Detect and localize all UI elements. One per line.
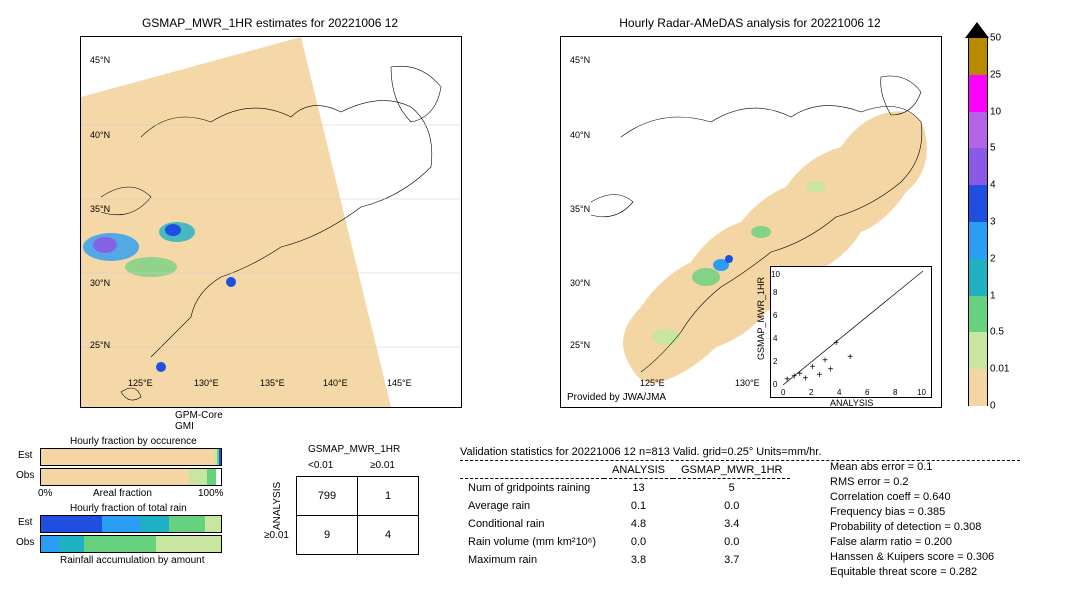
lmap-lon-125: 125°E: [128, 378, 153, 388]
svg-text:+: +: [784, 375, 790, 386]
cb-tick-50: 50: [990, 33, 1001, 44]
rain-est-bar: [40, 515, 222, 533]
ct-00: 799: [297, 477, 358, 516]
lmap-lon-145: 145°E: [387, 378, 412, 388]
lmap-lon-130: 130°E: [194, 378, 219, 388]
cb-tick-0: 0: [990, 401, 996, 412]
cb-tick-5: 5: [990, 143, 996, 154]
colorbar-arrow: [965, 22, 989, 38]
svg-text:0: 0: [781, 388, 786, 397]
svg-text:+: +: [833, 338, 839, 349]
svg-text:2: 2: [809, 388, 814, 397]
occ-obs-bar: [40, 468, 222, 486]
svg-text:+: +: [828, 364, 834, 375]
vcol2: GSMAP_MWR_1HR: [673, 462, 790, 479]
metrics-list: Mean abs error = 0.1 RMS error = 0.2 Corre…: [830, 458, 994, 581]
vrow-label: Rain volume (mm km²10⁶): [460, 533, 604, 551]
rain-obs-bar: [40, 535, 222, 553]
lmap-lat-45: 45°N: [90, 55, 110, 65]
left-map-panel: [80, 36, 462, 408]
ct-01: 1: [358, 477, 419, 516]
svg-text:0: 0: [773, 380, 778, 389]
lmap-lat-35: 35°N: [90, 204, 110, 214]
svg-text:6: 6: [773, 311, 778, 320]
svg-text:4: 4: [773, 334, 778, 343]
scatter-ylabel: GSMAP_MWR_1HR: [756, 277, 766, 360]
rmap-lat-35: 35°N: [570, 204, 590, 214]
colorbar: 502510543210.50.010: [968, 38, 986, 406]
rmap-lon-130: 130°E: [735, 378, 760, 388]
scatter-plot: ++++++++++ 0246810 0246810: [770, 266, 932, 398]
bar-est2: Est: [18, 517, 32, 528]
left-map-title: GSMAP_MWR_1HR estimates for 20221006 12: [120, 16, 420, 30]
provider-label: Provided by JWA/JMA: [567, 392, 666, 403]
validation-table: ANALYSISGSMAP_MWR_1HR Num of gridpoints …: [460, 462, 790, 569]
ct-11: 4: [358, 516, 419, 555]
ct-title: GSMAP_MWR_1HR: [308, 444, 400, 455]
left-map-footer: GPM-CoreGMI: [175, 410, 223, 432]
metric-line: Frequency bias = 0.385: [830, 506, 994, 518]
bar-ax-100: 100%: [198, 488, 224, 499]
scatter-xlabel: ANALYSIS: [830, 398, 873, 408]
svg-text:+: +: [809, 362, 815, 373]
metric-line: Equitable threat score = 0.282: [830, 566, 994, 578]
ct-c1: <0.01: [308, 460, 333, 471]
bar-ax-0: 0%: [38, 488, 52, 499]
ct-c2: ≥0.01: [370, 460, 395, 471]
cb-tick-10: 10: [990, 106, 1001, 117]
occ-est-bar: [40, 448, 222, 466]
metric-line: Probability of detection = 0.308: [830, 521, 994, 533]
svg-text:8: 8: [773, 288, 778, 297]
contingency-table: 7991 94: [296, 476, 419, 555]
svg-text:4: 4: [837, 388, 842, 397]
svg-text:+: +: [816, 370, 822, 381]
cb-tick-2: 2: [990, 253, 996, 264]
lmap-lat-25: 25°N: [90, 340, 110, 350]
cb-tick-0.5: 0.5: [990, 327, 1004, 338]
lmap-lon-135: 135°E: [260, 378, 285, 388]
svg-text:2: 2: [773, 357, 778, 366]
rain-title: Hourly fraction of total rain: [70, 503, 187, 514]
lmap-lon-140: 140°E: [323, 378, 348, 388]
svg-text:8: 8: [893, 388, 898, 397]
left-map-svg: [81, 37, 461, 407]
bar-est1: Est: [18, 450, 32, 461]
bar-obs2: Obs: [16, 537, 34, 548]
cb-tick-25: 25: [990, 69, 1001, 80]
bar-ax-mid: Areal fraction: [93, 488, 152, 499]
svg-text:+: +: [802, 374, 808, 385]
occ-title: Hourly fraction by occurence: [70, 436, 197, 447]
svg-text:10: 10: [917, 388, 926, 397]
svg-text:+: +: [847, 352, 853, 363]
ct-rowthresh: ≥0.01: [264, 530, 289, 541]
cb-tick-4: 4: [990, 180, 996, 191]
svg-text:6: 6: [865, 388, 870, 397]
metric-line: Mean abs error = 0.1: [830, 461, 994, 473]
accum-title: Rainfall accumulation by amount: [60, 555, 205, 566]
metric-line: Hanssen & Kuipers score = 0.306: [830, 551, 994, 563]
ct-rowtitle: ANALYSIS: [272, 482, 283, 530]
rmap-lat-45: 45°N: [570, 55, 590, 65]
rmap-lat-25: 25°N: [570, 340, 590, 350]
right-map-title: Hourly Radar-AMeDAS analysis for 2022100…: [590, 16, 910, 30]
rmap-lon-125: 125°E: [640, 378, 665, 388]
metric-line: Correlation coeff = 0.640: [830, 491, 994, 503]
svg-text:10: 10: [771, 270, 780, 279]
vcol1: ANALYSIS: [604, 462, 673, 479]
vrow-label: Num of gridpoints raining: [460, 479, 604, 498]
cb-tick-0.01: 0.01: [990, 364, 1009, 375]
cb-tick-3: 3: [990, 217, 996, 228]
ct-10: 9: [297, 516, 358, 555]
vrow-label: Conditional rain: [460, 515, 604, 533]
cb-tick-1: 1: [990, 290, 996, 301]
vrow-label: Maximum rain: [460, 551, 604, 569]
rmap-lat-40: 40°N: [570, 130, 590, 140]
metric-line: False alarm ratio = 0.200: [830, 536, 994, 548]
vrow-label: Average rain: [460, 497, 604, 515]
lmap-lat-30: 30°N: [90, 278, 110, 288]
metric-line: RMS error = 0.2: [830, 476, 994, 488]
bar-obs1: Obs: [16, 470, 34, 481]
lmap-lat-40: 40°N: [90, 130, 110, 140]
rmap-lat-30: 30°N: [570, 278, 590, 288]
